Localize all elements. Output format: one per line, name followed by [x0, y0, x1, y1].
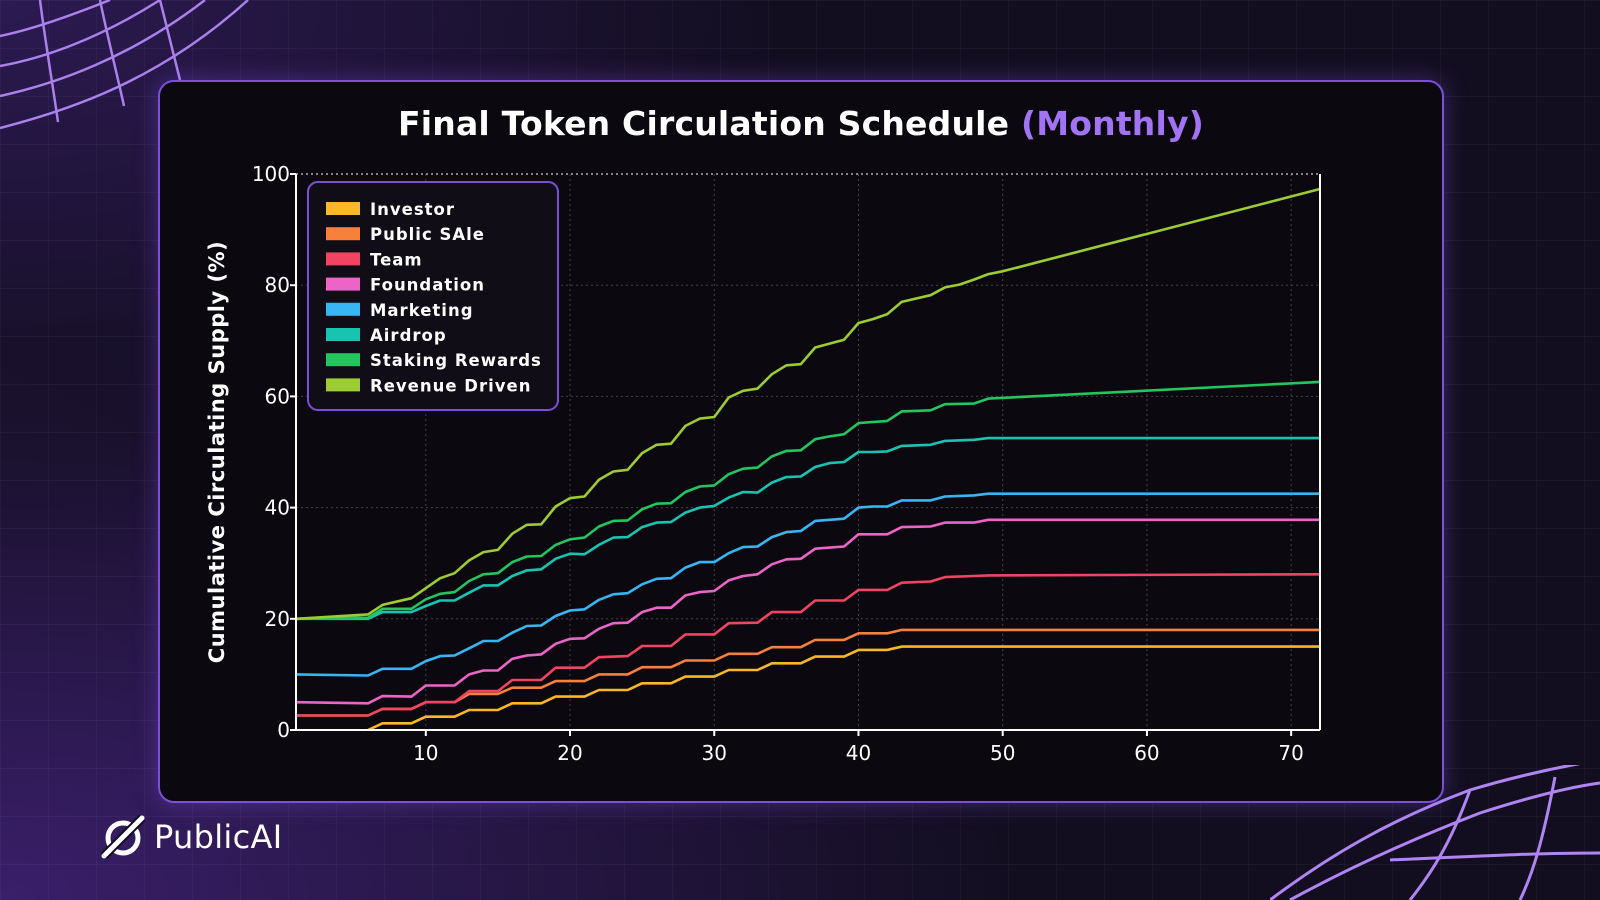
wireframe-decoration-top-left [0, 0, 249, 130]
legend-swatch [326, 252, 360, 266]
x-tick-label: 30 [702, 741, 727, 765]
legend-swatch [326, 202, 360, 215]
series-line-foundation [295, 518, 1320, 705]
legend-label: Marketing [370, 301, 474, 320]
x-tick-label: 40 [846, 741, 871, 765]
series-line-team [296, 573, 1321, 717]
series-line-staking-rewards [295, 380, 1321, 621]
legend-label: Revenue Driven [370, 376, 531, 395]
legend-box [307, 181, 559, 411]
series-line-marketing [295, 492, 1320, 677]
y-axis-title: Cumulative Circulating Supply (%) [205, 241, 229, 663]
chart-title-main: Final Token Circulation Schedule [398, 104, 1010, 143]
legend-label: Public SAle [370, 225, 485, 244]
line-chart: 10 20 30 40 50 60 70 0 20 40 60 80 100 Cumulative Cir… [205, 162, 1321, 765]
legend-swatch [326, 353, 360, 367]
legend-label: Investor [370, 200, 455, 219]
chart-title: Final Token Circulation Schedule (Monthl… [160, 104, 1442, 143]
legend-label: Staking Rewards [370, 351, 542, 370]
x-tick-label: 20 [557, 741, 582, 765]
x-tick-label: 10 [413, 741, 438, 765]
y-tick-label: 0 [277, 718, 290, 742]
legend-label: Airdrop [370, 326, 447, 345]
x-tick-label: 60 [1134, 741, 1159, 765]
series-line-airdrop [296, 436, 1320, 621]
legend-label: Foundation [370, 276, 485, 295]
publicai-logo-icon [100, 814, 146, 860]
series-line-revenue-driven [295, 187, 1321, 621]
x-tick-label: 70 [1278, 741, 1303, 765]
legend-swatch [326, 302, 360, 316]
x-tick-label: 50 [990, 741, 1015, 765]
legend-swatch [326, 277, 360, 291]
wireframe-decoration-bottom-right [1270, 765, 1600, 900]
legend-swatch [326, 227, 360, 241]
y-tick-label: 40 [265, 496, 290, 520]
y-tick-label: 80 [265, 273, 290, 297]
y-tick-label: 60 [265, 384, 290, 408]
legend-swatch [326, 378, 360, 392]
legend-swatch [326, 328, 360, 341]
chart-card: Final Token Circulation Schedule (Monthl… [158, 80, 1444, 803]
legend-label: Team [370, 250, 423, 269]
brand-logo: PublicAI [100, 813, 282, 861]
brand-name: PublicAI [154, 818, 283, 856]
y-tick-label: 100 [252, 162, 290, 186]
chart-title-accent: (Monthly) [1020, 104, 1204, 143]
series-line-investor [367, 645, 1320, 732]
y-tick-label: 20 [265, 607, 290, 631]
